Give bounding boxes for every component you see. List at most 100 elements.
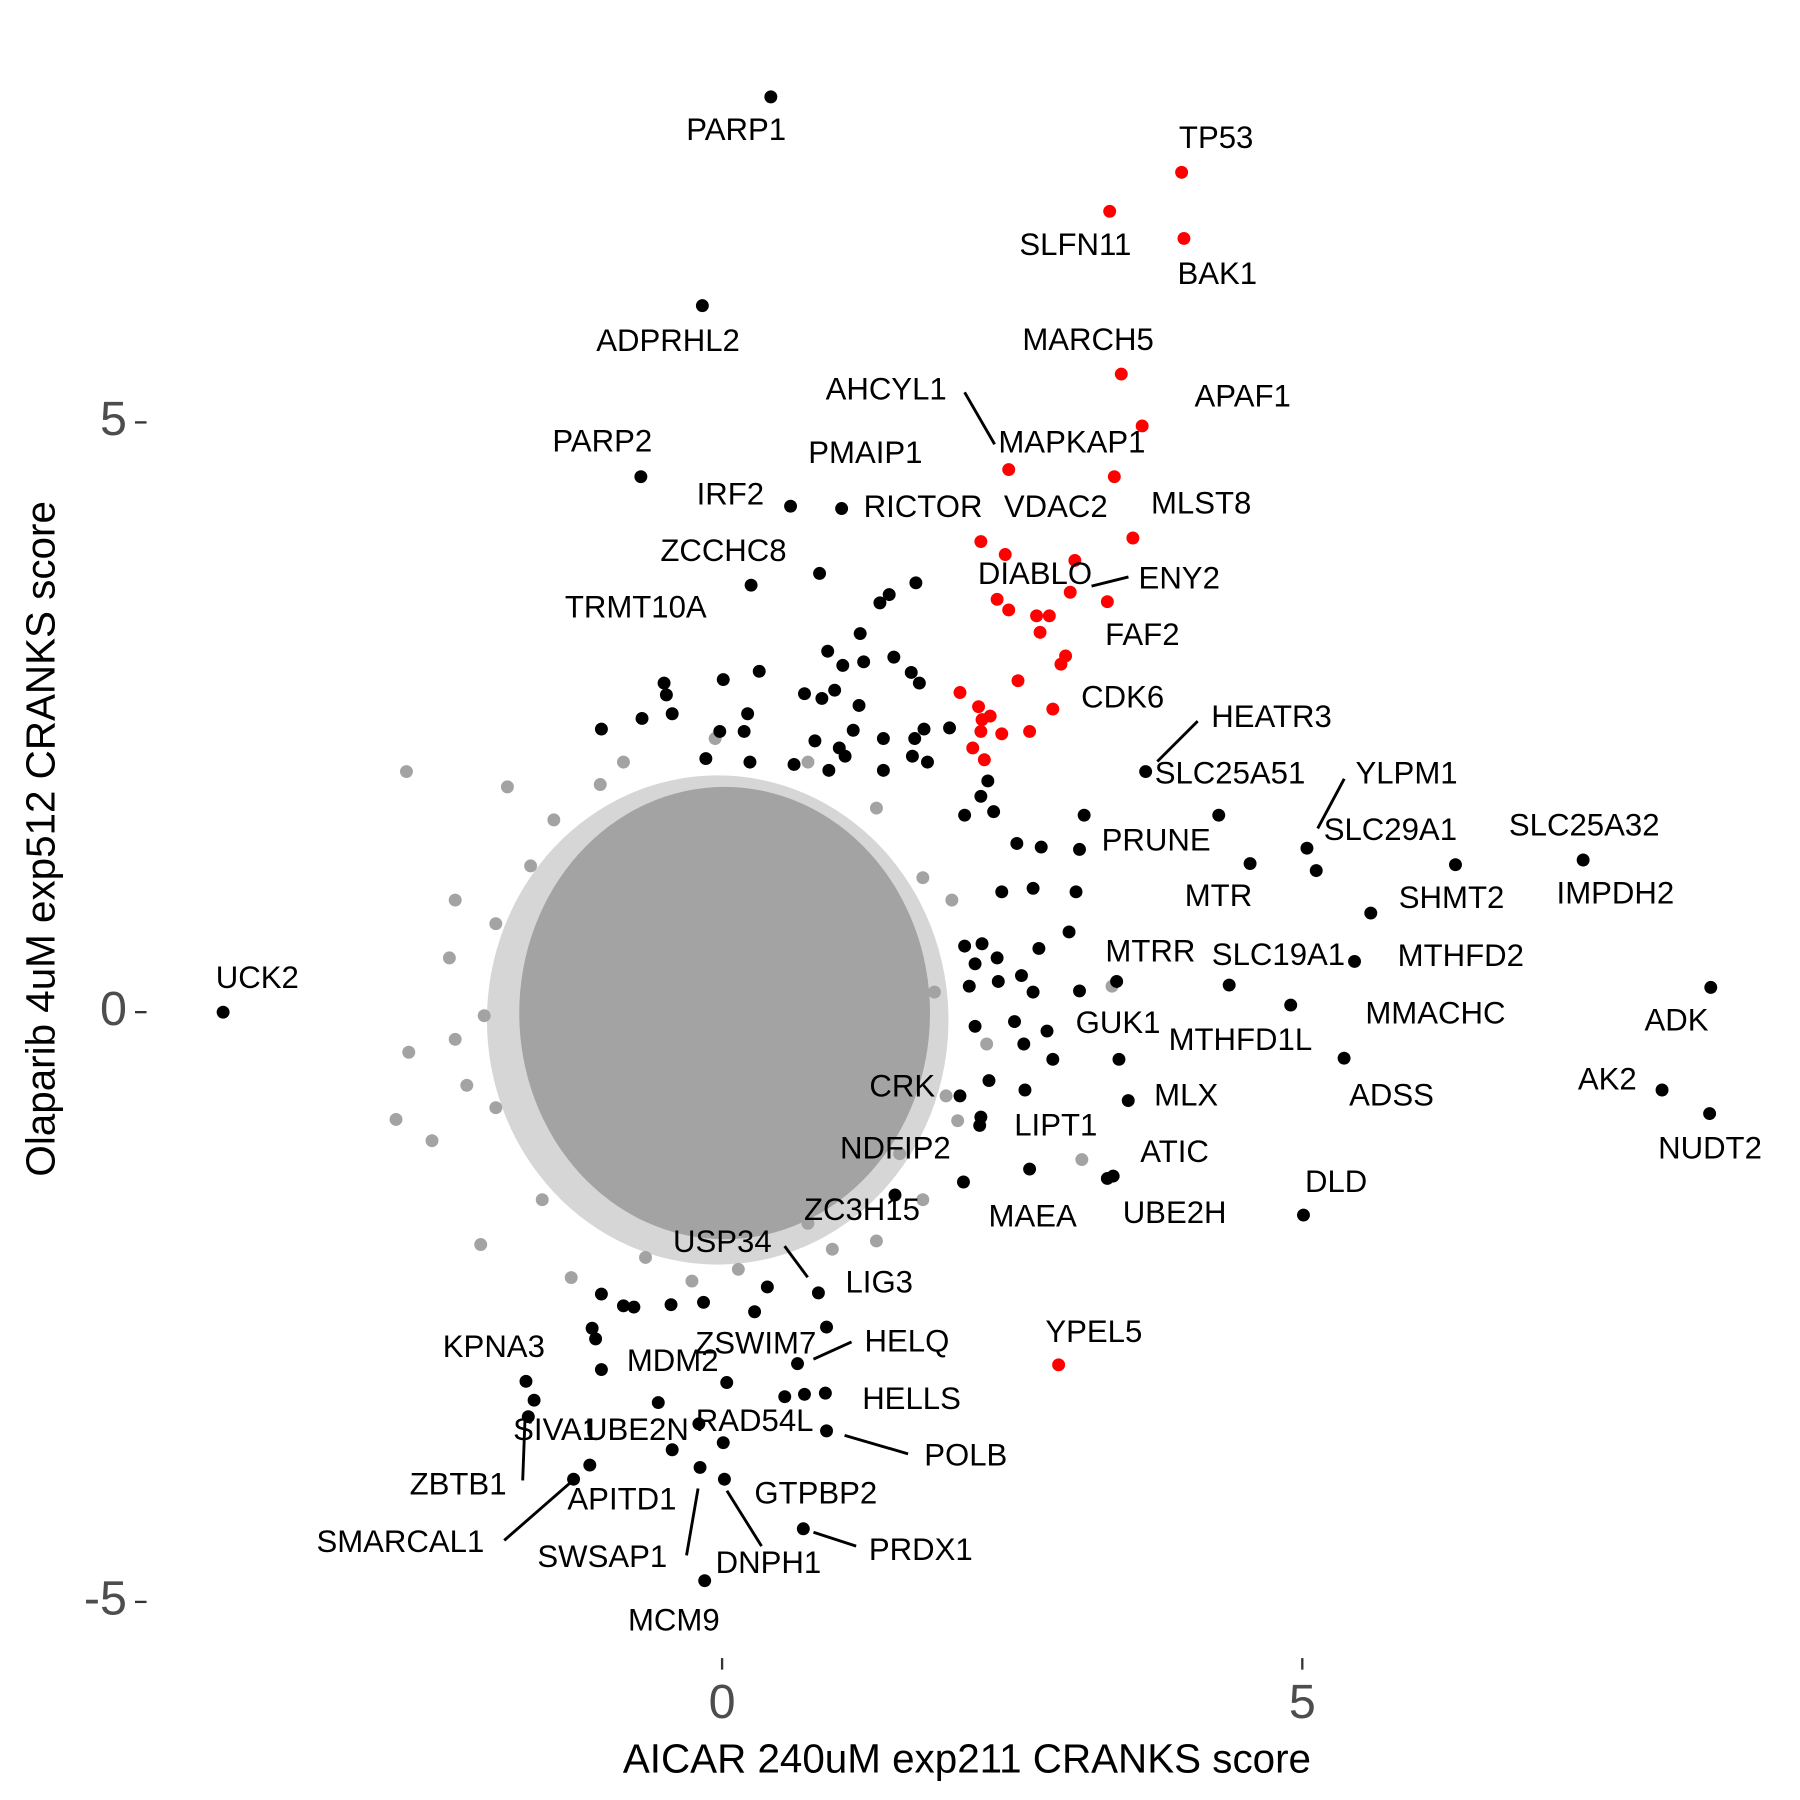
point-label: ENY2 <box>1139 561 1220 596</box>
point-label: HELQ <box>865 1323 950 1358</box>
data-point <box>857 655 871 669</box>
data-point <box>943 721 956 735</box>
point-label: MDM2 <box>627 1343 719 1378</box>
data-point <box>869 1234 883 1248</box>
data-point <box>1126 531 1140 545</box>
data-point <box>425 1134 439 1148</box>
data-point <box>1576 853 1590 867</box>
data-point <box>811 1286 825 1300</box>
data-point <box>981 774 995 788</box>
leader-line <box>521 1419 527 1481</box>
data-point <box>1110 975 1124 988</box>
point-label: MTHFD2 <box>1398 938 1524 973</box>
data-point <box>916 871 930 885</box>
point-label: FAF2 <box>1105 617 1179 652</box>
data-point <box>698 1574 712 1588</box>
data-point <box>1073 842 1086 856</box>
data-point <box>958 939 972 953</box>
data-point <box>968 957 982 971</box>
data-point <box>1100 1172 1114 1185</box>
point-label: LIG3 <box>845 1264 913 1299</box>
leader-line <box>725 1490 763 1547</box>
data-point <box>808 734 822 748</box>
data-point <box>966 741 980 755</box>
data-point <box>760 1280 774 1294</box>
point-label: DNPH1 <box>716 1545 822 1580</box>
point-label: PARP1 <box>686 112 786 147</box>
data-point <box>876 763 890 777</box>
data-point <box>801 1216 815 1230</box>
data-point <box>399 765 413 779</box>
data-point <box>1046 702 1060 716</box>
data-point <box>1026 881 1040 895</box>
data-point <box>1062 925 1076 939</box>
point-label: DLD <box>1305 1164 1367 1199</box>
data-point <box>717 1472 731 1486</box>
data-point <box>1297 1208 1310 1222</box>
point-label: UBE2H <box>1123 1195 1227 1230</box>
data-point <box>1449 858 1462 872</box>
data-point <box>836 658 850 672</box>
data-point <box>975 937 989 951</box>
point-label: SLFN11 <box>1019 227 1131 262</box>
data-point <box>1114 367 1128 381</box>
point-label: UCK2 <box>216 960 299 995</box>
data-point <box>977 753 991 767</box>
data-point <box>665 1443 679 1457</box>
data-point <box>974 724 988 738</box>
data-point <box>893 1147 907 1161</box>
data-point <box>1348 954 1361 968</box>
data-point <box>1107 470 1121 484</box>
y-tick-label: 0 <box>100 982 127 1036</box>
data-point <box>402 1045 416 1059</box>
data-point <box>589 1332 603 1346</box>
data-point <box>743 755 757 769</box>
point-label: ADPRHL2 <box>596 323 740 358</box>
data-point <box>1135 419 1149 433</box>
data-point <box>905 749 919 763</box>
point-label: NUDT2 <box>1658 1131 1762 1166</box>
data-point <box>635 712 649 725</box>
point-label: IRF2 <box>697 476 764 511</box>
point-label: RAD54L <box>696 1403 814 1438</box>
data-point <box>1034 840 1048 854</box>
data-point <box>1364 906 1378 920</box>
data-point <box>853 627 867 640</box>
data-point <box>820 1320 833 1334</box>
data-point <box>477 1009 491 1023</box>
data-point <box>460 1078 474 1092</box>
data-point <box>616 1299 630 1313</box>
data-point <box>1139 765 1153 779</box>
x-tick-label: 0 <box>709 1675 736 1729</box>
point-label: BAK1 <box>1177 256 1257 291</box>
data-point <box>1177 231 1191 245</box>
data-point <box>784 499 798 513</box>
point-label: ZC3H15 <box>804 1192 920 1227</box>
data-point <box>616 755 630 769</box>
data-point <box>917 722 931 736</box>
data-point <box>957 1175 970 1189</box>
y-tick-label: -5 <box>84 1572 127 1626</box>
point-label: HEATR3 <box>1211 699 1332 734</box>
data-point <box>657 676 671 690</box>
data-point <box>787 758 801 771</box>
point-label: ZCCHC8 <box>660 533 786 568</box>
data-point <box>695 299 709 313</box>
point-label: MTHFD1L <box>1169 1022 1313 1057</box>
data-point <box>1063 585 1077 599</box>
data-point <box>973 1118 987 1132</box>
data-point <box>489 1101 503 1115</box>
data-point <box>1030 609 1044 623</box>
data-point <box>474 1238 488 1251</box>
data-point <box>634 470 648 484</box>
data-point <box>904 666 918 679</box>
data-point <box>1008 1015 1021 1029</box>
data-point <box>912 676 926 690</box>
data-point <box>627 1300 641 1314</box>
data-point <box>1054 657 1068 671</box>
data-point <box>822 763 836 777</box>
point-label: VDAC2 <box>1004 489 1108 524</box>
leader-line <box>1091 575 1129 588</box>
data-point <box>791 1357 804 1371</box>
